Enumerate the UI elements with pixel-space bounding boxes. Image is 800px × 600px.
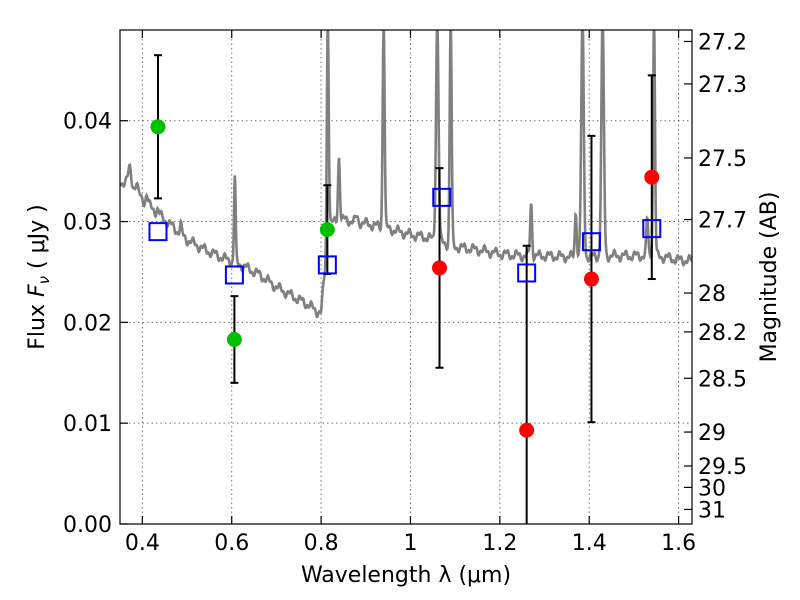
model-flux-square [148, 222, 168, 242]
observed-flux-point [519, 422, 535, 438]
model-flux-square [581, 232, 601, 252]
y2-tick-label: 27.2 [698, 30, 747, 55]
axis-ticks [120, 30, 692, 525]
y-tick-label: 0.03 [63, 211, 112, 236]
y2-tick-label: 27.7 [698, 209, 747, 234]
y-tick-label: 0.00 [63, 513, 112, 538]
y-axis-label: Flux Fν ( μJy ) [25, 204, 53, 349]
model-flux-square [432, 187, 452, 207]
x-tick-label: 1 [403, 531, 417, 556]
observed-flux-point [150, 119, 166, 135]
y2-tick-label: 28.2 [698, 321, 747, 346]
y2-tick-label: 27.3 [698, 73, 747, 98]
x-tick-label: 0.4 [125, 531, 160, 556]
y2-tick-label: 27.5 [698, 147, 747, 172]
plot-frame [119, 29, 693, 525]
observed-flux-point [583, 271, 599, 287]
y2-tick-label: 31 [698, 498, 726, 523]
x-tick-label: 1.6 [661, 531, 696, 556]
grid [120, 30, 692, 525]
observed-flux-point [432, 260, 448, 276]
y-tick-label: 0.02 [63, 311, 112, 336]
x-tick-label: 1.4 [572, 531, 607, 556]
y2-tick-label: 28.5 [698, 367, 747, 392]
x-axis-label: Wavelength λ (μm) [301, 563, 511, 588]
model-flux-square [642, 219, 662, 239]
observed-flux-point [226, 332, 242, 348]
y2-axis-label: Magnitude (AB) [757, 192, 782, 363]
y2-tick-label: 30 [698, 476, 726, 501]
axis-tick-labels: 0.4 0.6 0.8 1 1.2 1.4 1.6 0.00 0.01 0.02 0.03 0.04 2… [63, 30, 747, 556]
x-tick-label: 0.6 [214, 531, 249, 556]
observed-flux-point [319, 222, 335, 238]
observed-flux-point [644, 169, 660, 185]
y2-tick-label: 28 [698, 282, 726, 307]
y-tick-label: 0.01 [63, 412, 112, 437]
y2-tick-label: 29 [698, 421, 726, 446]
x-tick-label: 0.8 [304, 531, 339, 556]
model-flux-square [317, 255, 337, 275]
x-tick-label: 1.2 [482, 531, 517, 556]
spectrum-line [120, 30, 692, 319]
photometry-points [148, 54, 662, 524]
y2-tick-label: 29.5 [698, 455, 747, 480]
model-flux-square [517, 263, 537, 283]
model-flux-square [224, 265, 244, 285]
model-spectrum [120, 30, 692, 319]
y-tick-label: 0.04 [63, 110, 112, 135]
